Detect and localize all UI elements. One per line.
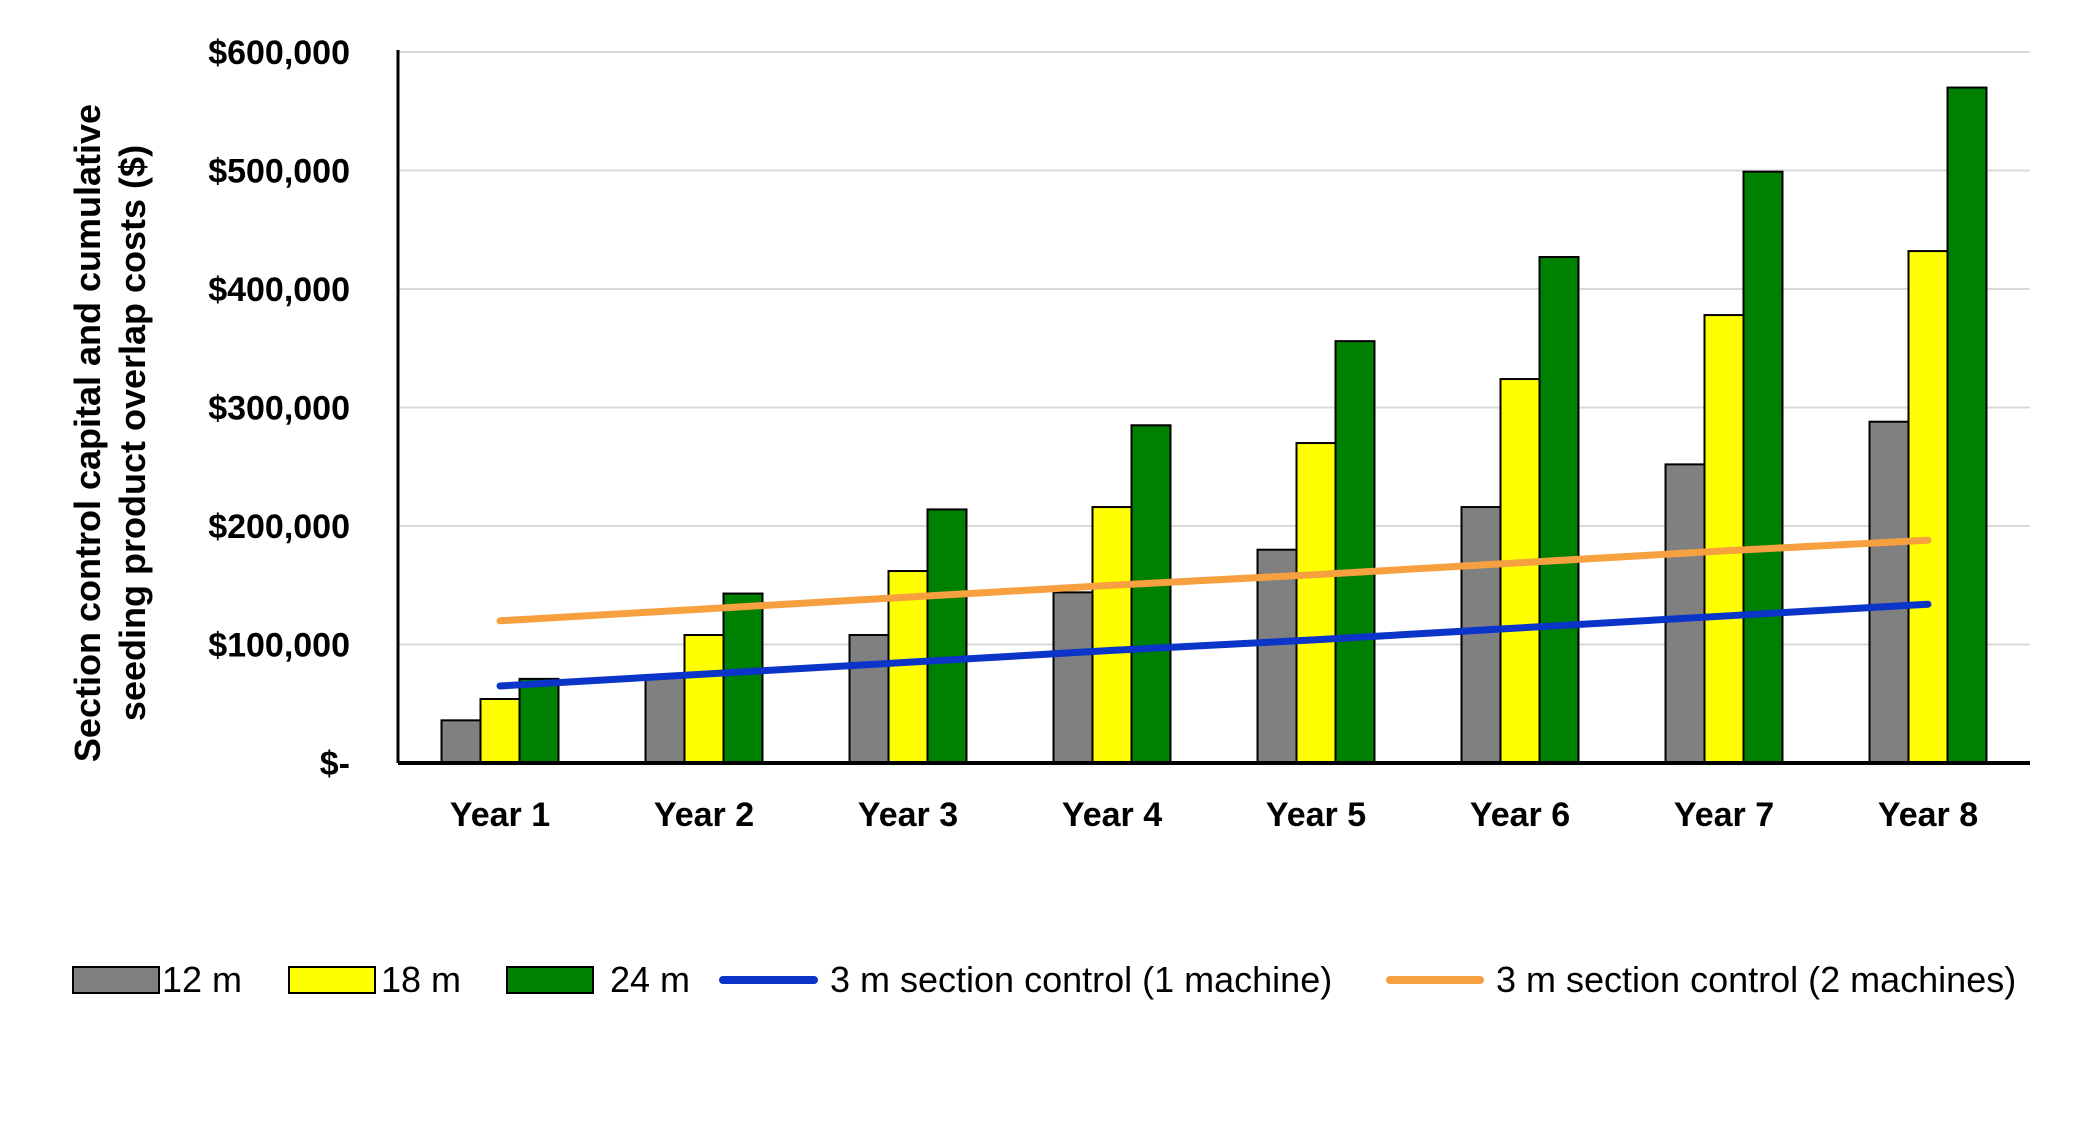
x-tick-label: Year 1 (450, 796, 550, 834)
series-lines (496, 536, 1932, 690)
bar-18-m (1703, 314, 1745, 764)
bar-24-m (518, 677, 560, 764)
x-tick-label: Year 2 (654, 796, 754, 834)
legend-label: 18 m (381, 959, 461, 1000)
legend-label: 3 m section control (1 machine) (830, 959, 1332, 1000)
legend-label: 12 m (162, 959, 242, 1000)
bar-12-m (1256, 548, 1298, 765)
legend-label: 3 m section control (2 machines) (1496, 959, 2016, 1000)
y-tick-label: $600,000 (208, 34, 350, 72)
bar-12-m (1460, 506, 1502, 765)
x-tick-label: Year 7 (1674, 796, 1774, 834)
x-tick-label: Year 4 (1062, 796, 1162, 834)
bar-24-m (722, 592, 764, 764)
legend-swatch (288, 966, 376, 994)
y-tick-label: $100,000 (208, 627, 350, 665)
axes (396, 50, 2030, 765)
y-axis-label-line-1: Section control capital and cumulative (67, 104, 108, 762)
x-tick-label: Year 8 (1878, 796, 1978, 834)
bar-18-m (1499, 378, 1541, 764)
bars (440, 86, 1988, 765)
series-line-1 (496, 600, 1932, 690)
bar-12-m (1664, 463, 1706, 764)
bar-12-m (1052, 591, 1094, 764)
y-tick-labels: $- $100,000 $200,000 $300,000 $400,000 $500,0… (208, 34, 350, 783)
bar-24-m (1130, 424, 1172, 764)
bar-24-m (1334, 340, 1376, 764)
y-tick-label: $200,000 (208, 508, 350, 546)
y-tick-label: $300,000 (208, 390, 350, 428)
legend-label: 24 m (610, 959, 690, 1000)
series-line-2 (496, 536, 1932, 625)
x-tick-labels: Year 1 Year 2 Year 3 Year 4 Year 5 Year 6 Year… (450, 796, 1978, 834)
x-tick-label: Year 3 (858, 796, 958, 834)
y-tick-label: $- (320, 745, 350, 783)
bar-24-m (1538, 256, 1580, 764)
y-tick-label: $500,000 (208, 153, 350, 191)
y-axis-label-line-2: seeding product overlap costs ($) (112, 145, 153, 721)
legend-swatch (72, 966, 160, 994)
bar-24-m (1742, 170, 1784, 764)
bar-24-m (926, 508, 968, 764)
gridlines (398, 51, 2030, 646)
bar-24-m (1946, 86, 1988, 765)
bar-12-m (848, 634, 890, 765)
bar-12-m (644, 676, 686, 764)
bar-18-m (479, 698, 521, 765)
x-tick-label: Year 5 (1266, 796, 1366, 834)
legend: 12 m 18 m 24 m 3 m section control (1 machi… (72, 959, 2016, 1000)
bar-18-m (1091, 506, 1133, 765)
x-tick-label: Year 6 (1470, 796, 1570, 834)
bar-18-m (1907, 250, 1949, 765)
bar-18-m (683, 634, 725, 765)
y-tick-label: $400,000 (208, 271, 350, 309)
legend-swatch (506, 966, 594, 994)
bar-18-m (1295, 442, 1337, 764)
bar-12-m (440, 719, 482, 765)
bar-12-m (1868, 420, 1910, 764)
